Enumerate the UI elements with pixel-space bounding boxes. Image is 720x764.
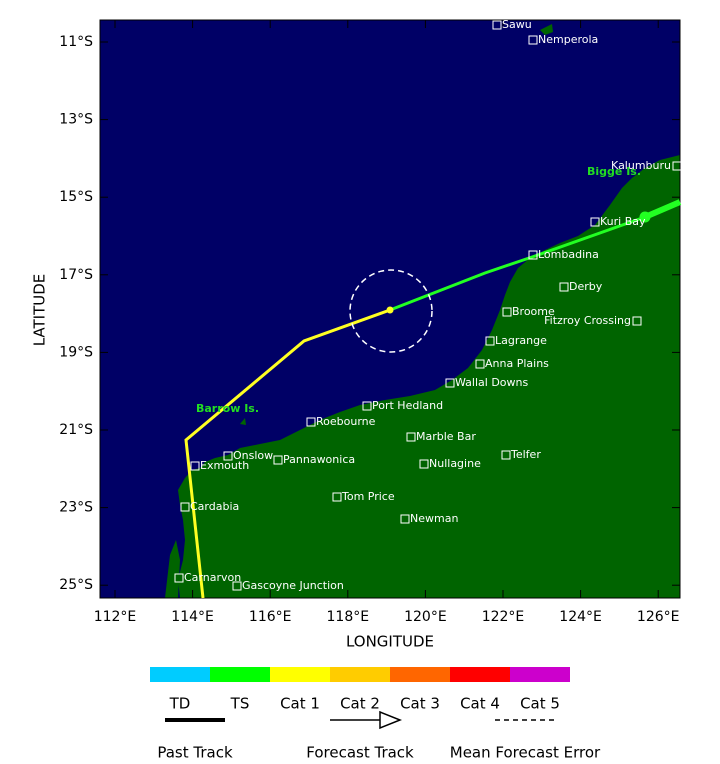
place-label: Carnarvon bbox=[184, 571, 241, 584]
y-tick-label: 25°S bbox=[59, 577, 93, 593]
place-label: Kalumburu bbox=[611, 159, 671, 172]
place-marker bbox=[174, 573, 184, 583]
place-marker bbox=[501, 450, 511, 460]
legend-track-label: Mean Forecast Error bbox=[450, 744, 601, 761]
legend-swatch bbox=[270, 667, 330, 682]
place-label: Lagrange bbox=[495, 334, 547, 347]
place-marker bbox=[362, 401, 372, 411]
y-axis-label: LATITUDE bbox=[31, 274, 49, 347]
x-tick-label: 118°E bbox=[327, 609, 370, 625]
x-tick-label: 112°E bbox=[94, 609, 137, 625]
legend-swatch bbox=[150, 667, 210, 682]
error-circle bbox=[349, 269, 433, 353]
forecast-point bbox=[386, 306, 394, 314]
place-marker bbox=[406, 432, 416, 442]
legend-swatch bbox=[390, 667, 450, 682]
place-marker bbox=[485, 336, 495, 346]
place-label: Kuri Bay bbox=[600, 215, 646, 228]
place-label: Telfer bbox=[510, 448, 541, 461]
track-past bbox=[643, 199, 682, 220]
place-label: Gascoyne Junction bbox=[242, 579, 344, 592]
place-marker bbox=[632, 316, 642, 326]
y-tick-label: 17°S bbox=[59, 267, 93, 283]
place-label: Marble Bar bbox=[416, 430, 476, 443]
place-marker bbox=[223, 451, 233, 461]
legend-swatch bbox=[330, 667, 390, 682]
y-tick-label: 11°S bbox=[59, 34, 93, 50]
place-label: Derby bbox=[569, 280, 603, 293]
place-label: Nullagine bbox=[429, 457, 481, 470]
place-label: Exmouth bbox=[200, 459, 249, 472]
place-marker bbox=[475, 359, 485, 369]
legend-swatch bbox=[210, 667, 270, 682]
legend-category: Cat 2 bbox=[340, 695, 380, 713]
place-label: Tom Price bbox=[341, 490, 395, 503]
legend-track-label: Past Track bbox=[157, 744, 233, 761]
y-tick-label: 21°S bbox=[59, 422, 93, 438]
place-label: Fitzroy Crossing bbox=[544, 314, 631, 327]
place-marker bbox=[419, 459, 429, 469]
place-label: Cardabia bbox=[190, 500, 239, 513]
place-marker bbox=[445, 378, 455, 388]
forecast-arrow bbox=[379, 710, 403, 730]
place-marker bbox=[180, 502, 190, 512]
place-label: Wallal Downs bbox=[455, 376, 528, 389]
island-label: Bigge Is. bbox=[587, 165, 641, 178]
legend-swatch bbox=[510, 667, 570, 682]
track-ts bbox=[389, 215, 646, 312]
legend-track-label: Forecast Track bbox=[306, 744, 414, 761]
place-marker bbox=[273, 455, 283, 465]
place-marker bbox=[492, 20, 502, 30]
x-tick-label: 122°E bbox=[482, 609, 525, 625]
place-label: Nemperola bbox=[538, 33, 598, 46]
legend-category: Cat 1 bbox=[280, 695, 320, 713]
legend-category: Cat 3 bbox=[400, 695, 440, 713]
legend-swatch bbox=[450, 667, 510, 682]
place-label: Anna Plains bbox=[485, 357, 549, 370]
x-tick-label: 116°E bbox=[249, 609, 292, 625]
place-label: Onslow bbox=[233, 449, 273, 462]
place-marker bbox=[502, 307, 512, 317]
place-marker bbox=[306, 417, 316, 427]
x-tick-label: 114°E bbox=[171, 609, 214, 625]
legend-category: Cat 5 bbox=[520, 695, 560, 713]
x-tick-label: 124°E bbox=[559, 609, 602, 625]
x-axis-label: LONGITUDE bbox=[346, 633, 434, 651]
frame bbox=[99, 19, 681, 599]
place-label: Roebourne bbox=[316, 415, 376, 428]
place-label: Sawu bbox=[502, 18, 532, 31]
place-marker bbox=[190, 461, 200, 471]
place-marker bbox=[528, 250, 538, 260]
place-marker bbox=[590, 217, 600, 227]
legend-category: Cat 4 bbox=[460, 695, 500, 713]
legend-category: TS bbox=[230, 695, 250, 713]
y-tick-label: 15°S bbox=[59, 189, 93, 205]
track bbox=[184, 199, 682, 599]
place-label: Pannawonica bbox=[283, 453, 355, 466]
place-marker bbox=[672, 161, 682, 171]
track-cat1 bbox=[184, 308, 391, 599]
place-marker bbox=[528, 35, 538, 45]
x-tick-label: 120°E bbox=[404, 609, 447, 625]
place-marker bbox=[400, 514, 410, 524]
place-label: Port Hedland bbox=[372, 399, 443, 412]
y-tick-label: 23°S bbox=[59, 500, 93, 516]
island-label: Barrow Is. bbox=[196, 402, 259, 415]
place-label: Newman bbox=[410, 512, 458, 525]
land bbox=[165, 24, 680, 598]
place-label: Lombadina bbox=[538, 248, 599, 261]
place-marker bbox=[559, 282, 569, 292]
place-label: Broome bbox=[512, 305, 555, 318]
x-tick-label: 126°E bbox=[637, 609, 680, 625]
place-marker bbox=[332, 492, 342, 502]
y-tick-label: 19°S bbox=[59, 344, 93, 360]
y-tick-label: 13°S bbox=[59, 112, 93, 128]
current-position bbox=[639, 211, 651, 223]
place-marker bbox=[232, 581, 242, 591]
legend-category: TD bbox=[169, 695, 191, 713]
